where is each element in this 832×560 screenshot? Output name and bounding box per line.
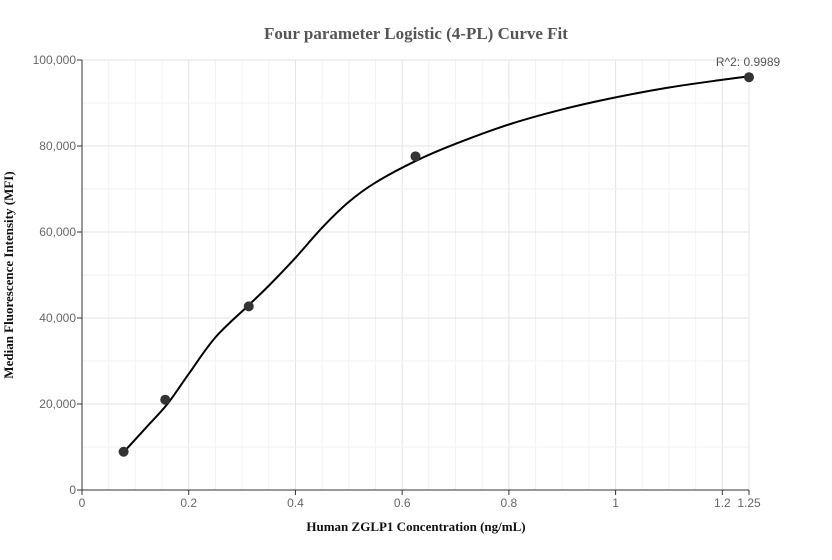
x-tick-label: 1 bbox=[612, 496, 619, 510]
x-tick-label: 0.8 bbox=[501, 496, 518, 510]
data-point bbox=[410, 151, 421, 162]
y-tick-label: 0 bbox=[69, 483, 76, 497]
r-squared-annotation: R^2: 0.9989 bbox=[716, 55, 781, 69]
fit-curve bbox=[122, 75, 750, 453]
data-point bbox=[243, 301, 254, 312]
x-tick-label: 0 bbox=[79, 496, 86, 510]
data-point bbox=[118, 446, 129, 457]
chart-title: Four parameter Logistic (4-PL) Curve Fit bbox=[264, 24, 568, 43]
x-tick-label: 0.6 bbox=[394, 496, 411, 510]
data-point bbox=[744, 72, 754, 83]
grid bbox=[82, 59, 750, 490]
y-axis-ticks: 0 20,000 40,000 60,000 80,000 100,000 bbox=[33, 53, 82, 497]
y-tick-label: 40,000 bbox=[39, 311, 76, 325]
x-tick-label: 1.25 bbox=[737, 496, 761, 510]
y-axis-title: Median Fluorescence Intensity (MFI) bbox=[1, 171, 16, 378]
data-point bbox=[160, 394, 171, 405]
x-tick-label: 0.2 bbox=[180, 496, 197, 510]
y-tick-label: 80,000 bbox=[39, 139, 76, 153]
x-axis-title: Human ZGLP1 Concentration (ng/mL) bbox=[306, 519, 525, 534]
data-points bbox=[118, 72, 754, 457]
x-axis-ticks: 0 0.2 0.4 0.6 0.8 1 1.2 1.25 bbox=[79, 490, 761, 510]
axes bbox=[81, 60, 749, 491]
y-tick-label: 20,000 bbox=[39, 397, 76, 411]
x-tick-label: 0.4 bbox=[287, 496, 304, 510]
x-tick-label: 1.2 bbox=[714, 496, 731, 510]
y-tick-label: 100,000 bbox=[33, 53, 77, 67]
y-tick-label: 60,000 bbox=[39, 225, 76, 239]
